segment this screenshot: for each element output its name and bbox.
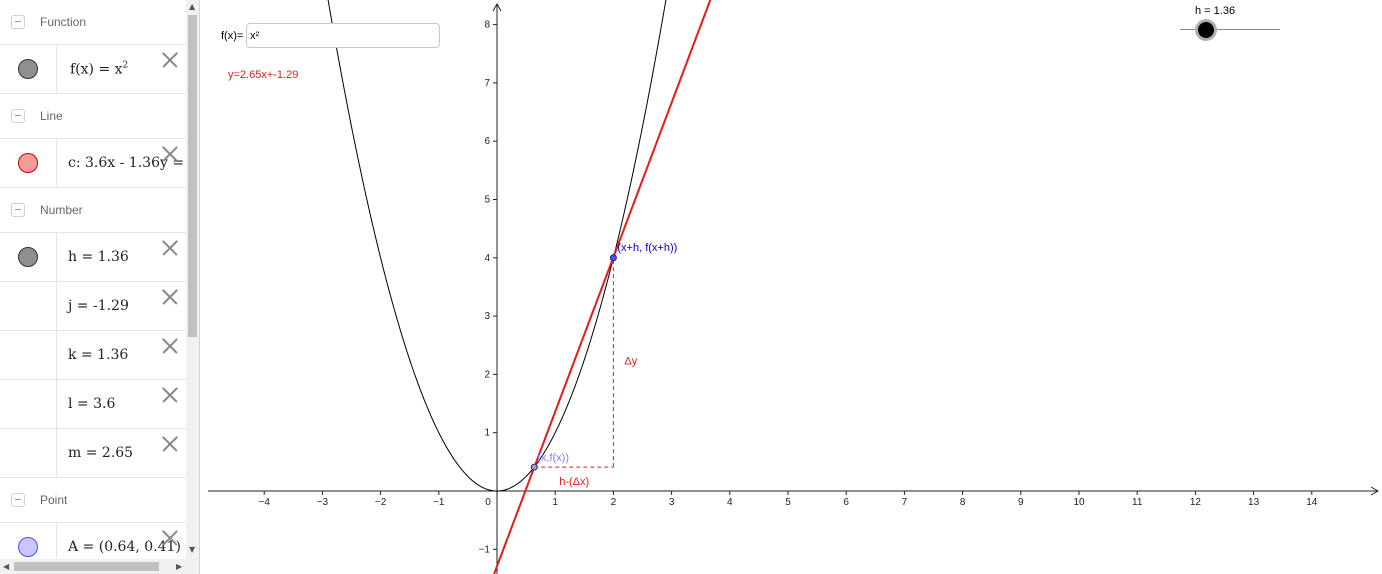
scroll-down-icon[interactable]: ▼ — [189, 545, 196, 554]
x-tick-label: 14 — [1306, 497, 1318, 508]
slider-label: h = 1.36 — [1195, 5, 1236, 17]
x-tick-label: −2 — [375, 497, 387, 508]
visibility-toggle-A-icon[interactable] — [18, 537, 38, 557]
y-tick-label: 5 — [484, 195, 490, 206]
delete-k-icon[interactable] — [161, 337, 179, 355]
vertical-scrollbar[interactable]: ▲ ▼ — [186, 0, 199, 559]
algebra-item-c[interactable]: c: 3.6x - 1.36y = 1.7 — [0, 139, 186, 188]
y-tick-label: 8 — [484, 20, 490, 31]
line-equation-text: y=2.65x+-1.29 — [228, 69, 299, 81]
category-number[interactable]: Number — [0, 188, 186, 233]
algebra-item-h[interactable]: h = 1.36 — [0, 233, 186, 282]
x-tick-label: 8 — [960, 497, 966, 508]
visibility-toggle-h-icon[interactable] — [18, 247, 38, 267]
algebra-expr-m[interactable]: m = 2.65 — [68, 445, 134, 461]
delete-j-icon[interactable] — [161, 288, 179, 306]
x-tick-label: 13 — [1248, 497, 1260, 508]
algebra-item-j[interactable]: j = -1.29 — [0, 282, 186, 331]
x-axis-arrow-icon — [1370, 486, 1380, 496]
x-tick-label: 0 — [485, 497, 491, 508]
point-B[interactable] — [609, 254, 617, 262]
x-tick-label: 2 — [611, 497, 617, 508]
y-ticks: −1 1 2 3 4 5 6 7 8 — [479, 20, 497, 555]
collapse-function-icon[interactable] — [11, 15, 25, 29]
algebra-expr-A[interactable]: A = (0.64, 0.41) — [68, 539, 181, 555]
function-curve-f[interactable] — [317, 0, 677, 492]
category-label: Function — [40, 15, 87, 29]
algebra-item-l[interactable]: l = 3.6 — [0, 380, 186, 429]
x-tick-label: 3 — [669, 497, 675, 508]
y-tick-label: 4 — [484, 253, 490, 264]
delete-A-icon[interactable] — [161, 529, 179, 547]
point-A-label: (x,f(x)) — [537, 452, 569, 464]
category-point[interactable]: Point — [0, 478, 186, 523]
algebra-expr-h[interactable]: h = 1.36 — [68, 249, 129, 265]
y-axis-arrow-icon — [492, 2, 502, 12]
x-tick-label: 5 — [785, 497, 791, 508]
vertical-scroll-thumb[interactable] — [188, 15, 197, 337]
delta-x-label: h-(Δx) — [559, 476, 589, 488]
slider-h-track[interactable] — [1180, 29, 1280, 30]
y-tick-label: 7 — [484, 78, 490, 89]
x-tick-label: 12 — [1190, 497, 1202, 508]
category-label: Point — [40, 493, 68, 507]
input-box-label: f(x)= — [221, 30, 244, 42]
x-tick-label: 4 — [727, 497, 733, 508]
collapse-number-icon[interactable] — [11, 203, 25, 217]
algebra-item-k[interactable]: k = 1.36 — [0, 331, 186, 380]
visibility-toggle-f-icon[interactable] — [18, 59, 38, 79]
x-tick-label: 9 — [1018, 497, 1024, 508]
delete-f-icon[interactable] — [161, 51, 179, 69]
category-label: Line — [40, 109, 63, 123]
y-tick-label: 3 — [484, 311, 490, 322]
algebra-expr-j[interactable]: j = -1.29 — [68, 298, 129, 314]
category-line[interactable]: Line — [0, 94, 186, 139]
point-B-label: (x+h, f(x+h)) — [617, 242, 677, 254]
algebra-view: Function f(x) = x2 Line c: 3.6x - 1.36y … — [0, 0, 200, 574]
slider-h-knob[interactable] — [1198, 22, 1214, 38]
algebra-expr-k[interactable]: k = 1.36 — [68, 347, 129, 363]
x-tick-label: −4 — [258, 497, 270, 508]
horizontal-scrollbar[interactable]: ◀ ▶ — [0, 559, 199, 574]
collapse-line-icon[interactable] — [11, 109, 25, 123]
collapse-point-icon[interactable] — [11, 493, 25, 507]
algebra-item-f[interactable]: f(x) = x2 — [0, 45, 186, 94]
graphics-view[interactable]: −4 −3 −2 −1 0 1 2 3 4 5 6 7 8 9 10 11 12 13 14 −112345678 … — [199, 0, 1382, 574]
x-tick-label: 6 — [843, 497, 849, 508]
point-A[interactable] — [530, 463, 538, 471]
function-input[interactable] — [246, 23, 440, 48]
horizontal-scroll-thumb[interactable] — [14, 562, 159, 571]
algebra-expr-f[interactable]: f(x) = x2 — [70, 60, 129, 78]
y-tick-label: 1 — [484, 428, 490, 439]
x-tick-label: 10 — [1073, 497, 1085, 508]
x-ticks: −4 −3 −2 −1 0 1 2 3 4 5 6 7 8 9 10 11 12 13 14 — [258, 491, 1318, 508]
category-label: Number — [40, 203, 83, 217]
y-tick-label: −1 — [479, 544, 491, 555]
secant-line-c[interactable] — [493, 0, 712, 574]
x-tick-label: −3 — [317, 497, 329, 508]
y-tick-label: 6 — [484, 136, 490, 147]
delete-m-icon[interactable] — [161, 435, 179, 453]
scroll-up-icon[interactable]: ▲ — [189, 2, 196, 11]
x-tick-label: 1 — [552, 497, 558, 508]
scroll-left-icon[interactable]: ◀ — [3, 562, 10, 571]
visibility-toggle-c-icon[interactable] — [18, 153, 38, 173]
delete-l-icon[interactable] — [161, 386, 179, 404]
algebra-expr-l[interactable]: l = 3.6 — [68, 396, 116, 412]
scroll-right-icon[interactable]: ▶ — [176, 562, 183, 571]
algebra-item-m[interactable]: m = 2.65 — [0, 429, 186, 478]
category-function[interactable]: Function — [0, 0, 186, 45]
delete-c-icon[interactable] — [161, 145, 179, 163]
algebra-expr-c[interactable]: c: 3.6x - 1.36y = 1.7 — [68, 155, 186, 171]
delete-h-icon[interactable] — [161, 239, 179, 257]
delta-y-label: Δy — [624, 355, 637, 367]
x-tick-label: −1 — [433, 497, 445, 508]
y-tick-label: 2 — [484, 369, 490, 380]
x-tick-label: 7 — [902, 497, 908, 508]
x-tick-label: 11 — [1132, 497, 1143, 508]
axes — [208, 2, 1380, 574]
